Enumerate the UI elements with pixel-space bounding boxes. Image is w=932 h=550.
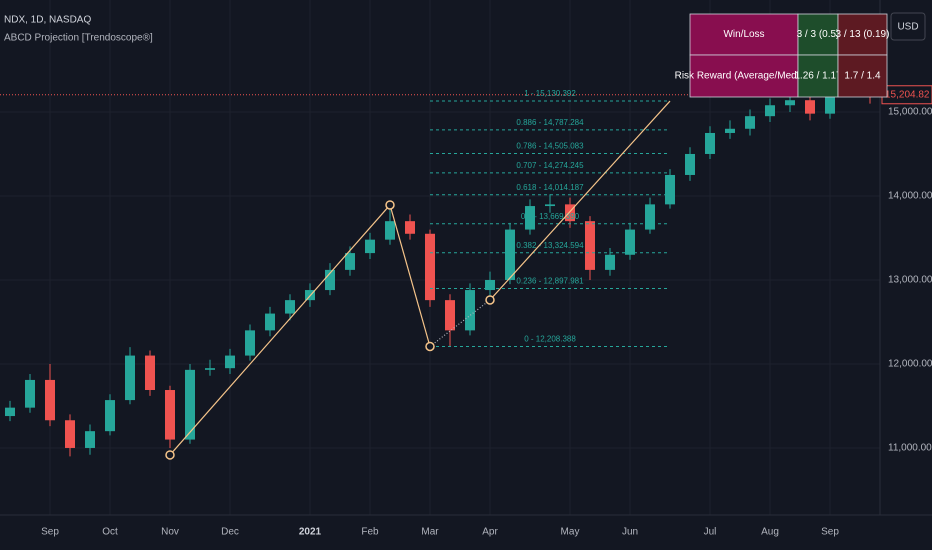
candle-body (265, 313, 275, 331)
currency[interactable]: USD (897, 22, 918, 33)
table-text: 1.7 / 1.4 (844, 71, 881, 82)
table-cell (797, 54, 839, 98)
candle-body (385, 221, 395, 240)
candle-body (245, 330, 255, 356)
candle-body (85, 431, 95, 448)
y-tick-label: 13,000.00 (888, 275, 932, 286)
pattern-point (425, 341, 435, 352)
last-price-label: 15,204.82 (885, 89, 930, 100)
pattern-line (489, 100, 671, 301)
candle-body (485, 279, 495, 291)
candle-body (805, 100, 815, 114)
candle-body (505, 229, 515, 280)
candle-body (785, 100, 795, 106)
table-text: 3 / 3 (0.5) (797, 29, 840, 40)
candle-body (705, 132, 715, 154)
level-label: 1 - 15,130.392 (524, 89, 576, 98)
candle-body (25, 379, 35, 408)
candle-body (65, 420, 75, 448)
level-label: 0.786 - 14,505.083 (516, 142, 584, 151)
y-tick-label: 12,000.00 (888, 359, 932, 370)
x-tick-label: Nov (161, 527, 179, 538)
candle-body (465, 290, 475, 331)
candle-body (605, 254, 615, 270)
candle-body (285, 300, 295, 314)
pattern-line (429, 299, 491, 347)
pattern-line (169, 204, 391, 456)
candle-body (645, 204, 655, 230)
table-text: Risk Reward (Average/Median) (675, 71, 814, 82)
indicator-name: ABCD Projection [Trendoscope®] (4, 33, 153, 44)
candle-body (345, 253, 355, 270)
x-tick-label: 2021 (299, 527, 322, 538)
marks: 1 - 15,130.392 0.886 - 14,787.284 0.786 - … (5, 71, 875, 460)
candle-body (145, 355, 155, 391)
x-tick-label: Jul (704, 527, 717, 538)
level-label: 0.5 - 13,669.390 (521, 212, 580, 221)
x-tick-label: Aug (761, 527, 779, 538)
candle-body (125, 355, 135, 401)
candle-body (525, 206, 535, 230)
x-tick-label: Jun (622, 527, 638, 538)
table-text: 3 / 13 (0.19) (836, 29, 890, 40)
candle-body (745, 116, 755, 129)
y-tick-label: 14,000.00 (888, 191, 932, 202)
level-label: 0.382 - 13,324.594 (516, 241, 584, 250)
x-tick-label: May (561, 527, 580, 538)
x-tick-label: Apr (482, 527, 498, 538)
level-label: 0.886 - 14,787.284 (516, 118, 584, 127)
candle-body (45, 379, 55, 421)
candle-body (445, 300, 455, 331)
table-cell (837, 13, 888, 56)
table-text: Win/Loss (723, 29, 764, 40)
candle-body (765, 105, 775, 117)
candle-body (405, 221, 415, 234)
candle-body (685, 153, 695, 175)
x-tick-label: Dec (221, 527, 239, 538)
currency-button[interactable] (890, 12, 926, 41)
candle-body (625, 229, 635, 255)
table-cell (689, 54, 799, 98)
y-tick-label: 15,000.00 (888, 107, 932, 118)
candle-body (545, 204, 555, 207)
candle-body (725, 128, 735, 133)
candle-body (425, 233, 435, 301)
candle-body (325, 269, 335, 291)
table-cell (689, 13, 799, 56)
x-tick-label: Oct (102, 527, 118, 538)
pattern-point (385, 200, 395, 210)
pattern-point (485, 295, 495, 305)
level-label: 0 - 12,208.388 (524, 335, 576, 344)
x-tick-label: Sep (821, 527, 839, 538)
candle-body (825, 85, 835, 114)
pattern-point (165, 450, 175, 460)
level-label: 0.618 - 14,014.187 (516, 183, 584, 192)
table-cell (797, 13, 839, 56)
x-tick-label: Mar (421, 527, 439, 538)
symbol: NDX, 1D, NASDAQ (4, 15, 91, 26)
candle-body (205, 368, 215, 370)
candle-body (665, 174, 675, 205)
level-label: 0.707 - 14,274.245 (516, 161, 584, 170)
x-tick-label: Sep (41, 527, 59, 538)
candle-body (565, 204, 575, 222)
candle-body (165, 390, 175, 440)
pattern-line (389, 204, 431, 347)
candle-body (365, 239, 375, 254)
candle-body (105, 400, 115, 432)
x-tick-label: Feb (361, 527, 379, 538)
y-tick-label: 11,000.00 (888, 443, 932, 454)
level-label: 0.236 - 12,897.981 (516, 277, 584, 286)
candle-body (225, 355, 235, 369)
candle-body (5, 407, 15, 417)
table-text: 1.26 / 1.17 (794, 71, 842, 82)
candle-body (585, 221, 595, 270)
candle-body (185, 369, 195, 440)
table-cell (837, 54, 888, 98)
